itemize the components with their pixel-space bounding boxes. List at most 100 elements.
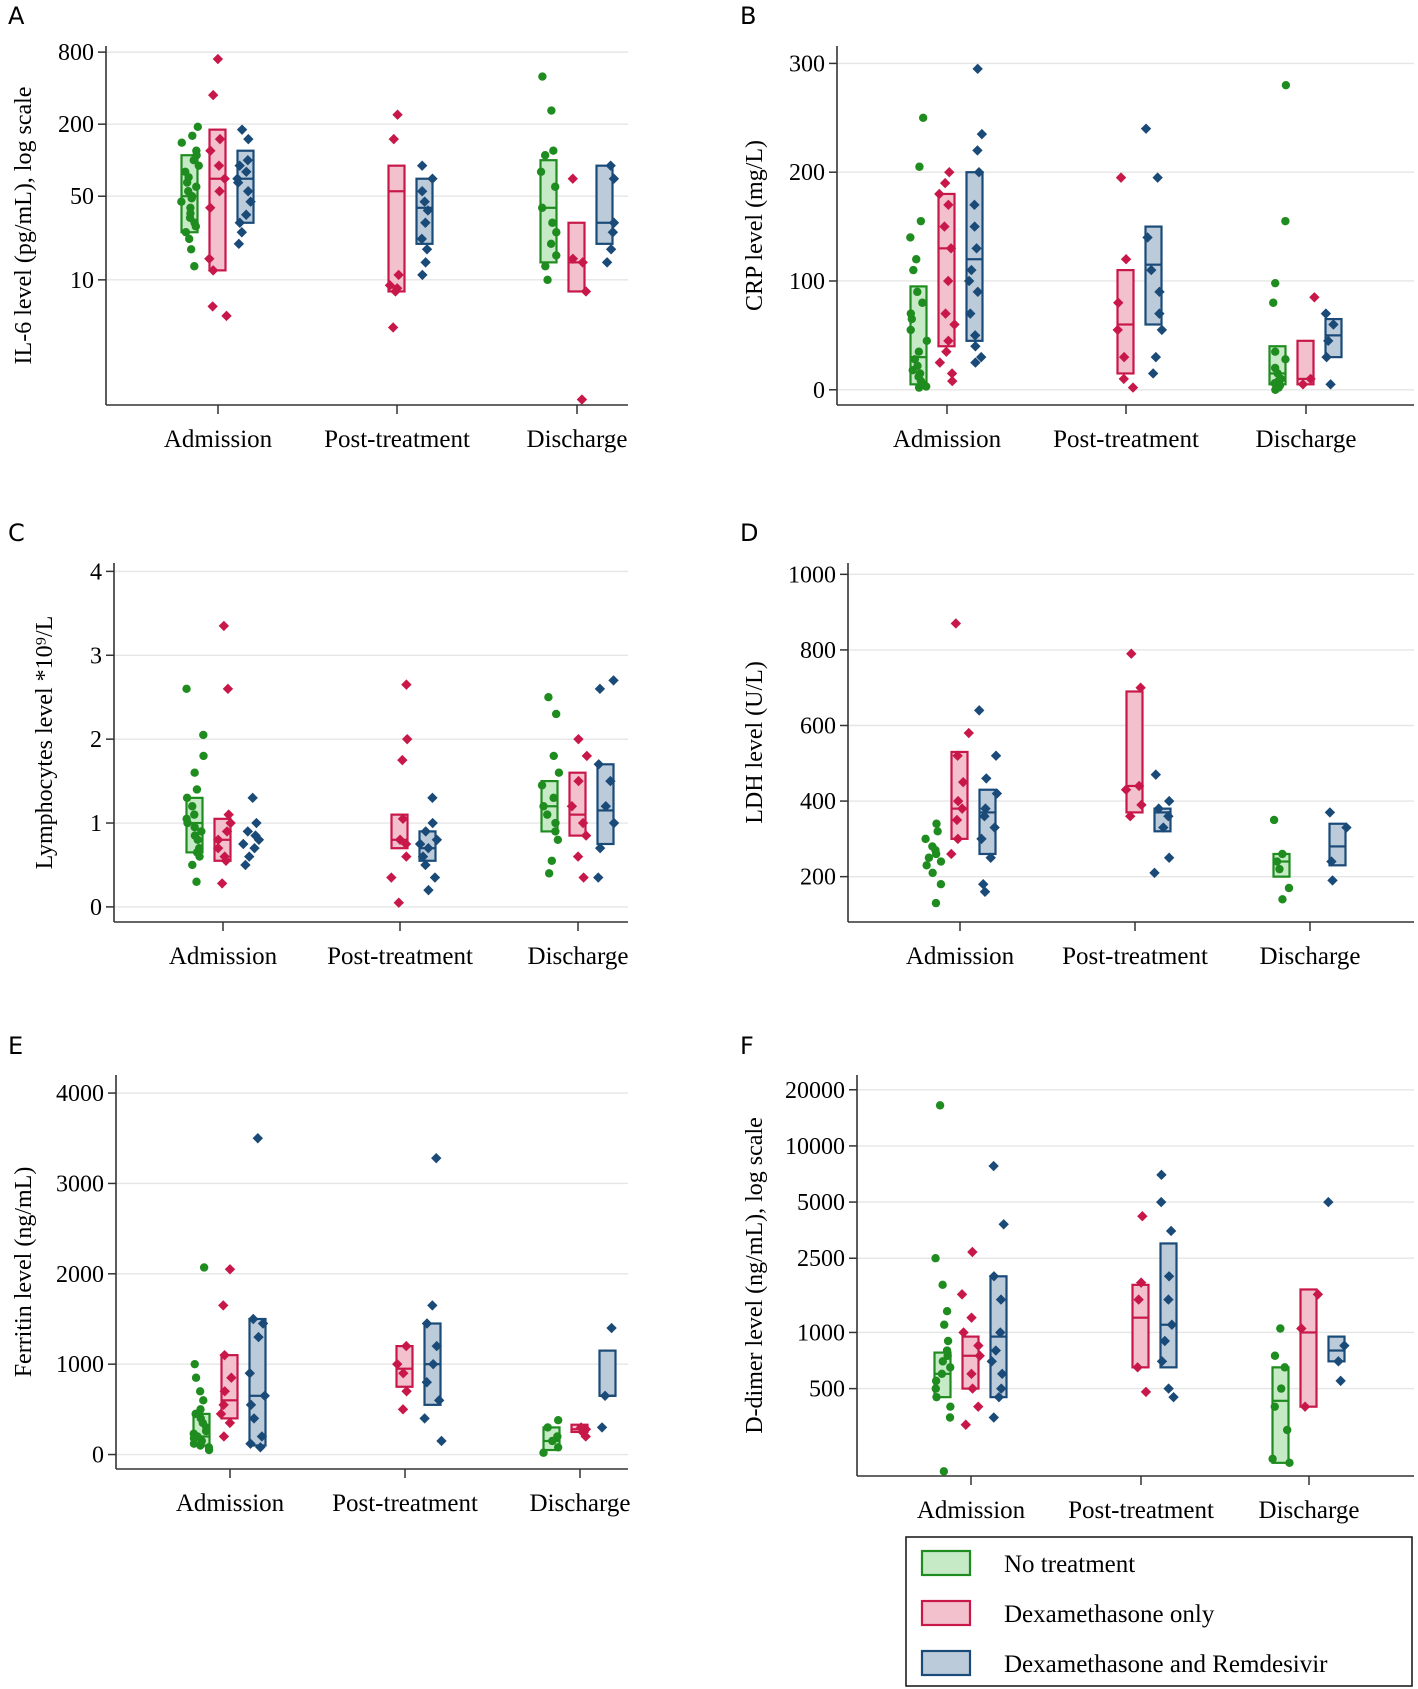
data-point [551, 818, 560, 828]
data-point [388, 133, 399, 145]
data-point [553, 835, 563, 844]
data-point [940, 1320, 949, 1329]
data-point [934, 357, 946, 368]
data-point [249, 842, 260, 854]
box [978, 788, 997, 856]
x-tick-label: Admission [169, 943, 278, 970]
y-tick-label: 50 [70, 184, 94, 210]
y-tick-label: 100 [789, 269, 825, 295]
data-point [600, 801, 611, 812]
data-point [553, 1432, 562, 1441]
data-point [608, 817, 620, 829]
data-point [250, 830, 261, 841]
data-point [186, 203, 195, 213]
data-point [1284, 883, 1294, 893]
data-point [931, 898, 941, 908]
data-point [225, 817, 236, 829]
legend-frame [905, 1536, 1413, 1687]
y-tick-label: 2500 [797, 1246, 845, 1272]
data-point [606, 1322, 617, 1334]
y-axis-title: IL-6 level (pg/mL), log scale [11, 87, 37, 365]
data-point [219, 173, 230, 184]
data-point [219, 851, 230, 862]
data-point [575, 1422, 587, 1433]
series-dexamethasone [934, 166, 1320, 393]
legend: No treatment Dexamethasone only Dexamethas… [905, 1536, 1413, 1687]
data-point [214, 186, 225, 197]
data-point [950, 618, 962, 629]
data-point [218, 1431, 230, 1442]
data-point [1154, 286, 1165, 298]
data-point [190, 823, 199, 832]
y-tick-label: 800 [58, 40, 94, 66]
data-point [936, 880, 946, 889]
data-point [244, 851, 255, 862]
data-point [245, 1399, 257, 1411]
box [1328, 822, 1347, 867]
data-point [416, 160, 428, 171]
legend-label: Dexamethasone and Remdesivir [1004, 1651, 1328, 1678]
data-point [915, 162, 924, 171]
box [950, 750, 969, 840]
data-point [1312, 1289, 1324, 1300]
panel-b: B 300 200 100 0 CRP level (mg/L) Admission Post… [740, 2, 1414, 453]
data-point [1113, 297, 1124, 308]
series-no-treatment [921, 815, 1294, 908]
data-point [922, 336, 932, 346]
box [1324, 317, 1343, 359]
data-point [581, 750, 593, 762]
data-point [243, 133, 254, 145]
y-tick-label: 1000 [788, 562, 836, 588]
data-point [1281, 80, 1291, 90]
data-point [931, 1376, 941, 1386]
data-point [979, 886, 991, 897]
data-point [967, 1383, 978, 1394]
data-point [204, 253, 215, 264]
series-no-treatment [177, 72, 561, 285]
data-point [199, 751, 208, 761]
data-point [1153, 803, 1164, 814]
data-point [932, 819, 941, 828]
data-point [219, 1386, 230, 1397]
data-point [240, 209, 252, 220]
data-point [969, 330, 981, 341]
data-point [1163, 810, 1174, 822]
x-tick-label: Post-treatment [327, 943, 473, 970]
data-point [189, 1429, 198, 1438]
data-point [996, 1368, 1008, 1380]
data-point [259, 1390, 270, 1402]
data-point [973, 1401, 984, 1412]
data-point [1271, 278, 1280, 288]
data-point [1156, 1169, 1167, 1181]
data-point [921, 834, 930, 844]
x-tick-label: Post-treatment [1068, 1497, 1214, 1524]
data-point [1133, 1294, 1144, 1305]
data-point [207, 301, 218, 312]
data-point [234, 217, 246, 228]
data-point [436, 1435, 447, 1447]
data-point [1278, 895, 1287, 904]
data-point [607, 227, 619, 238]
data-point [190, 262, 199, 271]
data-point [1115, 172, 1127, 183]
data-point [1163, 1271, 1175, 1282]
data-point [577, 1426, 588, 1438]
x-tick-label: Discharge [527, 426, 628, 453]
data-point [537, 781, 547, 790]
data-point [951, 814, 963, 826]
data-point [988, 1160, 999, 1172]
data-point [976, 128, 988, 140]
data-point [1127, 382, 1139, 393]
y-tick-label: 4000 [56, 1081, 104, 1107]
data-point [998, 1219, 1009, 1230]
data-point [177, 197, 186, 206]
data-point [1339, 1340, 1350, 1351]
series-dex-remdesivir [963, 63, 1343, 390]
data-point [993, 1391, 1005, 1403]
data-point [928, 868, 937, 878]
data-point [1324, 807, 1336, 818]
data-point [241, 166, 252, 177]
data-point [1133, 780, 1145, 792]
data-point [939, 1467, 949, 1476]
data-point [943, 335, 954, 347]
